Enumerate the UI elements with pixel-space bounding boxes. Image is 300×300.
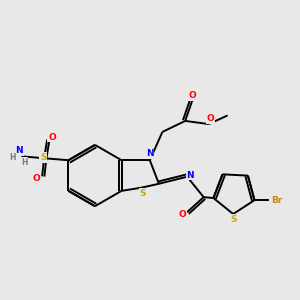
Text: S: S [230, 214, 236, 224]
Text: O: O [188, 91, 196, 100]
Text: H: H [9, 153, 16, 162]
Text: O: O [48, 133, 56, 142]
Text: Br: Br [272, 196, 283, 205]
Text: O: O [206, 115, 214, 124]
Text: N: N [16, 146, 23, 155]
Text: N: N [187, 171, 194, 180]
Text: N: N [146, 149, 154, 158]
Text: S: S [140, 189, 146, 198]
Text: S: S [40, 153, 46, 162]
Text: O: O [178, 209, 186, 218]
Text: O: O [33, 174, 41, 183]
Text: H: H [21, 158, 28, 167]
